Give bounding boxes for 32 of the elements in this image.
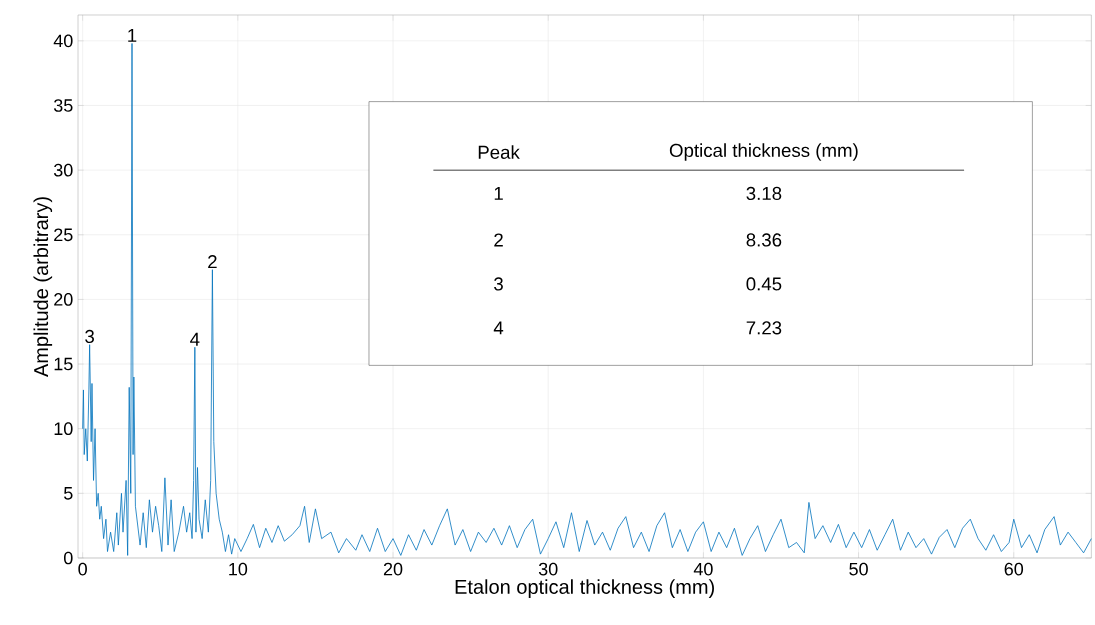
x-tick-label: 20 — [383, 562, 403, 576]
y-tick-label: 15 — [54, 357, 73, 371]
y-tick-label: 5 — [63, 487, 73, 500]
y-tick-label: 25 — [54, 228, 73, 242]
annotation: 3.18 — [746, 186, 782, 201]
annotation: Optical thickness (mm) — [669, 143, 858, 161]
annotation: 1 — [128, 29, 137, 42]
x-tick-label: 50 — [849, 562, 868, 576]
x-axis-title: Etalon optical thickness (mm) — [455, 579, 714, 598]
x-tick-label: 60 — [1004, 562, 1024, 576]
annotation: 0.45 — [746, 277, 782, 291]
annotation: 2 — [494, 233, 503, 247]
x-tick-label: 0 — [78, 562, 87, 576]
y-tick-label: 20 — [54, 293, 73, 306]
annotation: 3 — [494, 277, 503, 291]
y-tick-label: 35 — [53, 99, 73, 112]
annotation: 8.36 — [746, 233, 782, 247]
x-tick-label: 40 — [693, 562, 713, 576]
y-axis-title: Amplitude (arbitrary) — [33, 197, 53, 378]
annotation: Peak — [478, 145, 520, 159]
annotation: 4 — [493, 321, 504, 335]
y-tick-label: 0 — [63, 551, 73, 565]
annotation: 2 — [208, 255, 217, 269]
x-tick-label: 10 — [229, 562, 248, 576]
annotation: 4 — [190, 332, 200, 346]
annotation: 3 — [85, 329, 95, 344]
x-tick-label: 30 — [538, 562, 558, 576]
y-tick-label: 40 — [53, 34, 73, 48]
y-tick-label: 10 — [54, 422, 73, 436]
annotation: 7.23 — [746, 321, 782, 335]
annotation: 1 — [494, 186, 503, 200]
y-tick-label: 30 — [53, 163, 73, 177]
